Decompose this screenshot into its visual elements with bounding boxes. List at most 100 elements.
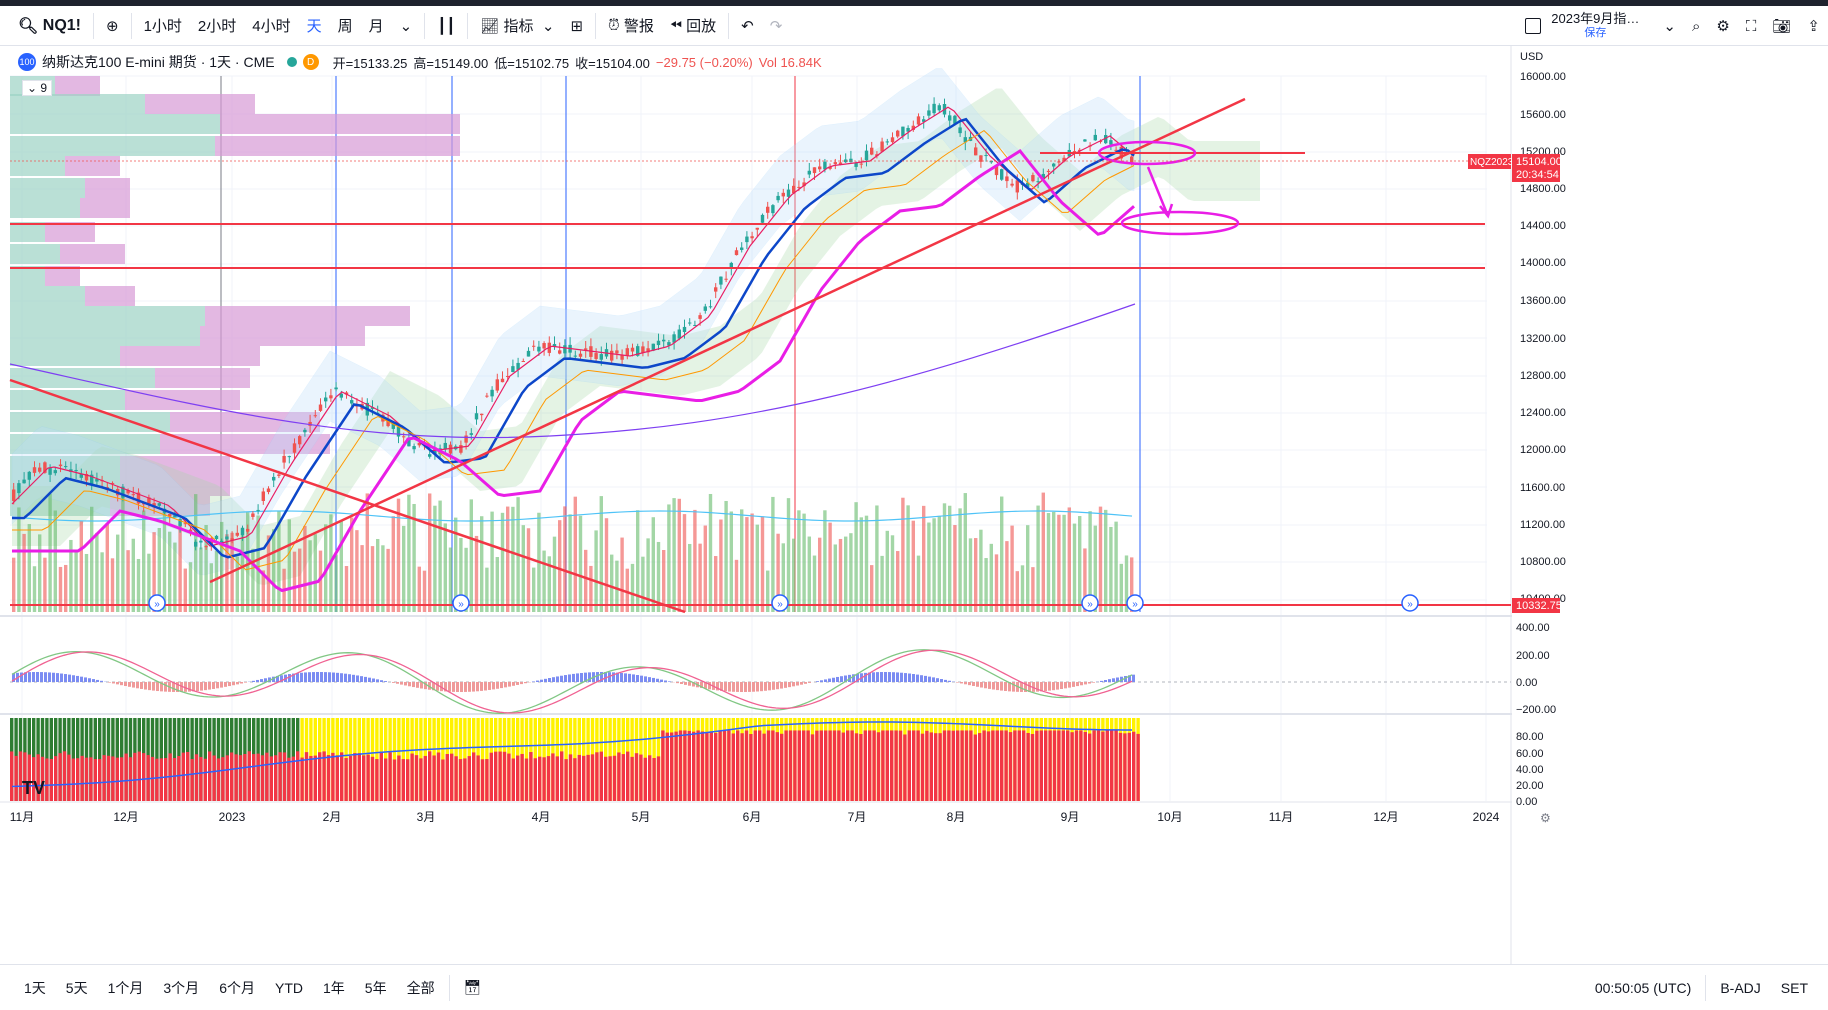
templates-grid-icon[interactable]: ⊞ [570, 17, 584, 35]
goto-date-calendar-icon[interactable]: 📅︎ [463, 979, 482, 995]
publish-icon[interactable]: ⇪ [1807, 18, 1820, 35]
legend-title[interactable]: 纳斯达克100 E-mini 期货 · 1天 · CME [42, 54, 275, 70]
osc2-red-bar [458, 759, 463, 801]
osc1-histogram-bar [676, 682, 679, 684]
range-3m[interactable]: 3个月 [163, 979, 200, 996]
osc2-red-bar [986, 731, 991, 801]
volume-profile-down-bar [85, 178, 130, 198]
redo-icon[interactable]: ↷ [769, 17, 783, 35]
osc2-red-bar [300, 757, 304, 801]
osc1-histogram-bar [328, 672, 331, 682]
volume-bar [703, 525, 707, 612]
replay-button[interactable]: ⏪︎ 回放 [662, 9, 724, 43]
candle-body [126, 490, 130, 494]
symbol-search[interactable]: 🔍︎ NQ1! [0, 9, 89, 43]
chart-type-candles-icon[interactable]: ┃┃ [437, 17, 456, 35]
osc1-histogram-bar [224, 682, 227, 687]
osc2-red-bar [991, 730, 995, 801]
range-5y[interactable]: 5年 [364, 979, 387, 996]
interval-month[interactable]: 月 [368, 18, 384, 35]
volume-bar [417, 566, 421, 612]
candle-body [573, 355, 577, 357]
osc1-histogram-bar [1036, 682, 1039, 692]
osc1-histogram-bar [352, 674, 355, 682]
osc2-red-bar [643, 757, 647, 801]
osc1-histogram-bar [112, 682, 115, 684]
candle-body [84, 473, 89, 481]
osc2-red-bar [441, 759, 445, 801]
volume-bar [630, 563, 635, 612]
range-6m[interactable]: 6个月 [219, 979, 255, 996]
interval-1h[interactable]: 1小时 [143, 18, 182, 35]
osc1-histogram-bar [624, 673, 627, 682]
volume-profile-down-bar [110, 496, 210, 516]
alert-button[interactable]: ⏰︎ 警报 [600, 9, 662, 43]
compare-button[interactable]: ⊕ [98, 9, 127, 43]
range-5d[interactable]: 5天 [65, 979, 88, 996]
osc1-tick-label: 200.00 [1516, 650, 1550, 662]
layout-select[interactable]: 2023年9月指… 保存 ⌄ [1517, 9, 1684, 43]
price-tick-label: 14400.00 [1520, 220, 1566, 232]
quick-search-icon[interactable]: ⌕ [1692, 17, 1701, 35]
candle-body [261, 491, 265, 502]
interval-dropdown-icon[interactable]: ⌄ [399, 17, 413, 35]
candle-body [979, 155, 983, 162]
osc2-red-bar [1030, 733, 1035, 801]
interval-day[interactable]: 天 [306, 18, 322, 35]
undo-icon[interactable]: ↶ [741, 17, 754, 35]
osc1-histogram-bar [564, 675, 567, 682]
fullscreen-icon[interactable]: ⛶ [1745, 17, 1757, 35]
interval-4h[interactable]: 4小时 [252, 18, 291, 35]
osc1-histogram-bar [24, 672, 27, 682]
volume-bar [547, 556, 551, 612]
osc1-histogram-bar [312, 672, 315, 682]
volume-bar [391, 516, 395, 612]
range-1d[interactable]: 1天 [24, 979, 46, 996]
range-1y[interactable]: 1年 [322, 979, 345, 996]
candle-body [974, 147, 978, 156]
range-1m[interactable]: 1个月 [107, 979, 144, 996]
osc2-red-bar [551, 753, 555, 801]
osc1-histogram-bar [420, 682, 423, 689]
osc1-histogram-bar [336, 672, 339, 682]
volume-bar [942, 503, 947, 612]
osc1-histogram-bar [612, 672, 615, 682]
price-tick-label: 11200.00 [1520, 519, 1565, 531]
candle-body [27, 471, 31, 480]
osc2-red-bar [243, 753, 247, 801]
settlement-toggle[interactable]: SET [1780, 979, 1808, 996]
osc2-red-bar [502, 751, 507, 801]
camera-icon[interactable]: 📷︎ [1772, 18, 1792, 35]
osc1-histogram-bar [692, 682, 695, 687]
gear-icon[interactable]: ⚙︎ [1716, 18, 1730, 35]
chart-area[interactable]: »»»»»» USD 16000.00 15600.00 15200.00 14800.… [0, 46, 1828, 966]
osc1-histogram-bar [532, 681, 535, 682]
osc2-red-bar [912, 730, 916, 801]
candle-body [147, 497, 151, 505]
interval-week[interactable]: 周 [337, 18, 353, 35]
volume-bar [734, 559, 739, 612]
interval-2h[interactable]: 2小时 [197, 18, 237, 35]
candle-body [833, 162, 837, 165]
utc-clock[interactable]: 00:50:05 (UTC) [1594, 979, 1692, 996]
volume-bar [204, 524, 208, 612]
osc1-histogram-bar [512, 682, 515, 686]
volume-bar [58, 566, 63, 612]
range-all[interactable]: 全部 [406, 979, 435, 996]
svg-text:»: » [777, 599, 783, 610]
range-ytd[interactable]: YTD [274, 979, 303, 996]
volume-bar [53, 510, 57, 612]
candle-body [220, 540, 224, 543]
back-adjust-toggle[interactable]: B-ADJ [1720, 979, 1761, 996]
volume-bar [849, 533, 853, 612]
indicators-button[interactable]: 📈︎ 指标 ⌄ [472, 9, 562, 43]
volume-bar [750, 513, 754, 612]
indicators-collapse-toggle[interactable]: ⌄ 9 [22, 80, 53, 96]
osc2-red-bar [524, 758, 529, 801]
volume-bar [469, 499, 473, 612]
osc2-red-bar [247, 751, 251, 801]
chart-canvas[interactable]: »»»»»» USD16000.0015600.0015200.0014800.… [0, 46, 1828, 966]
osc1-histogram-bar [728, 682, 731, 692]
volume-bar [584, 549, 588, 612]
osc1-histogram-bar [744, 682, 747, 692]
